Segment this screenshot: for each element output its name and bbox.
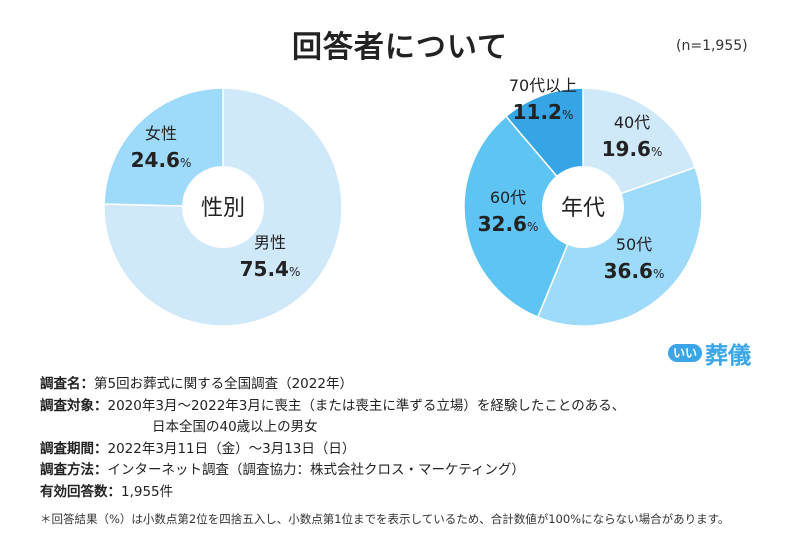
slice-label: 男性 bbox=[254, 233, 286, 252]
slice-value: 19.6% bbox=[602, 137, 663, 161]
survey-name-row: 調査名： 第5回お葬式に関する全国調査（2022年） bbox=[40, 374, 625, 396]
center-label: 性別 bbox=[201, 196, 245, 221]
survey-method: インターネット調査（調査協力：株式会社クロス・マーケティング） bbox=[107, 462, 525, 478]
survey-method-label: 調査方法： bbox=[40, 462, 108, 478]
survey-method-row: 調査方法： インターネット調査（調査協力：株式会社クロス・マーケティング） bbox=[40, 460, 625, 482]
survey-count-label: 有効回答数： bbox=[40, 483, 121, 500]
survey-target-label: 調査対象： bbox=[40, 397, 108, 414]
slice-label: 40代 bbox=[614, 113, 650, 132]
survey-target-line1: 2020年3月〜2022年3月に喪主（または喪主に準ずる立場）を経験したことのあ… bbox=[107, 397, 626, 414]
footnote: ＊回答結果（%）は小数点第2位を四捨五入し、小数点第1位までを表示しているため、… bbox=[40, 512, 730, 526]
age-pie-chart: 年代 40代 19.6% 50代 36.6% 60代 32.6% 70代以上 11.2% bbox=[463, 76, 703, 327]
survey-target-row2: 日本全国の40歳以上の男女 bbox=[40, 417, 625, 439]
pie-slice bbox=[463, 115, 584, 319]
survey-count: 1,955件 bbox=[121, 483, 174, 500]
survey-info: 調査名： 第5回お葬式に関する全国調査（2022年） 調査対象： 2020年3月… bbox=[40, 374, 625, 503]
slice-value: 75.4% bbox=[240, 257, 301, 281]
donut-hole bbox=[182, 166, 264, 248]
slice-value: 32.6% bbox=[478, 212, 539, 236]
logo-badge: いい bbox=[668, 344, 703, 362]
survey-period-row: 調査期間： 2022年3月11日（金）〜3月13日（日） bbox=[40, 439, 625, 461]
survey-period-label: 調査期間： bbox=[40, 440, 108, 457]
survey-target-line2: 日本全国の40歳以上の男女 bbox=[152, 419, 318, 435]
survey-name: 第5回お葬式に関する全国調査（2022年） bbox=[94, 376, 353, 392]
logo-text: 葬儀 bbox=[705, 343, 752, 369]
donut-hole bbox=[542, 166, 624, 248]
slice-label: 女性 bbox=[145, 124, 177, 143]
slice-label: 50代 bbox=[616, 235, 652, 254]
slice-label: 60代 bbox=[490, 188, 526, 207]
iisogi-logo: いい 葬儀 bbox=[668, 336, 751, 370]
survey-count-row: 有効回答数： 1,955件 bbox=[40, 482, 625, 504]
slice-value: 36.6% bbox=[604, 259, 665, 283]
slice-value: 24.6% bbox=[131, 148, 192, 172]
survey-target-row: 調査対象： 2020年3月〜2022年3月に喪主（または喪主に準ずる立場）を経験… bbox=[40, 396, 625, 418]
slice-value: 11.2% bbox=[513, 100, 574, 124]
survey-period: 2022年3月11日（金）〜3月13日（日） bbox=[107, 440, 356, 457]
center-label: 年代 bbox=[561, 196, 605, 221]
page-title: 回答者について bbox=[291, 30, 509, 65]
slice-label: 70代以上 bbox=[509, 76, 577, 95]
survey-name-label: 調査名： bbox=[40, 376, 94, 392]
sample-size: (n=1,955) bbox=[676, 38, 748, 54]
pie-slice bbox=[103, 87, 224, 208]
pie-slice bbox=[536, 166, 703, 327]
